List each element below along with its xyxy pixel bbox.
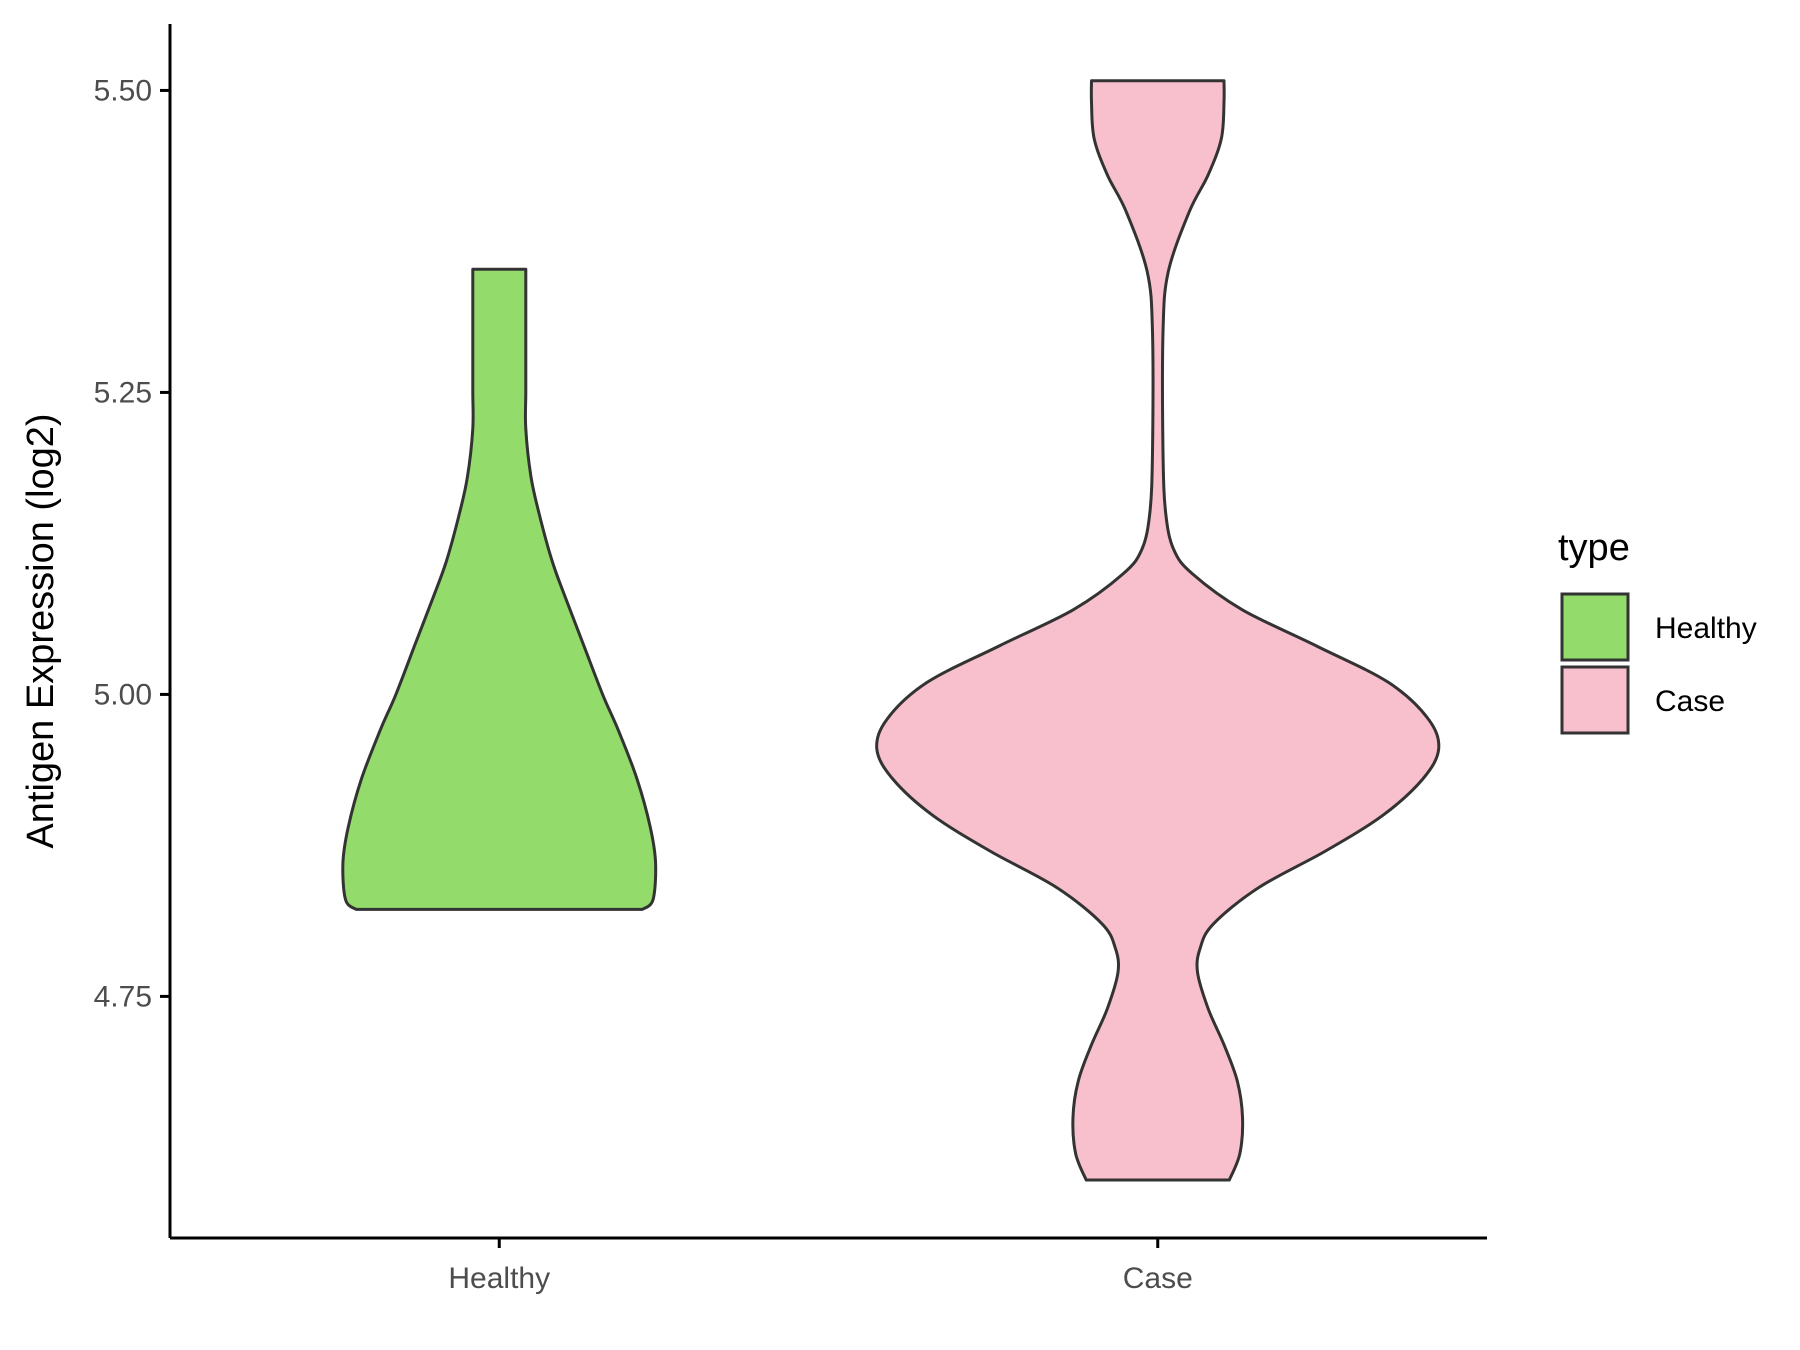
legend-title: type [1558, 527, 1630, 569]
y-axis-title: Antigen Expression (log2) [20, 413, 62, 848]
legend-label-case: Case [1655, 685, 1725, 718]
legend-label-healthy: Healthy [1655, 612, 1757, 645]
x-tick-label: Healthy [448, 1262, 550, 1295]
violin-case [875, 79, 1441, 1182]
y-tick-label: 5.00 [94, 678, 152, 711]
legend: type Healthy Case [1558, 527, 1757, 735]
plot-area [341, 79, 1441, 1182]
legend-swatch-healthy [1560, 592, 1630, 662]
y-tick-label: 5.50 [94, 74, 152, 107]
x-ticks: Healthy Case [448, 1238, 1193, 1295]
y-ticks: 4.75 5.00 5.25 5.50 [94, 74, 170, 1013]
y-tick-label: 4.75 [94, 980, 152, 1013]
y-tick-label: 5.25 [94, 376, 152, 409]
violin-healthy [341, 267, 658, 911]
x-tick-label: Case [1123, 1262, 1193, 1295]
legend-swatch-case [1560, 665, 1630, 735]
axes [168, 24, 1487, 1240]
